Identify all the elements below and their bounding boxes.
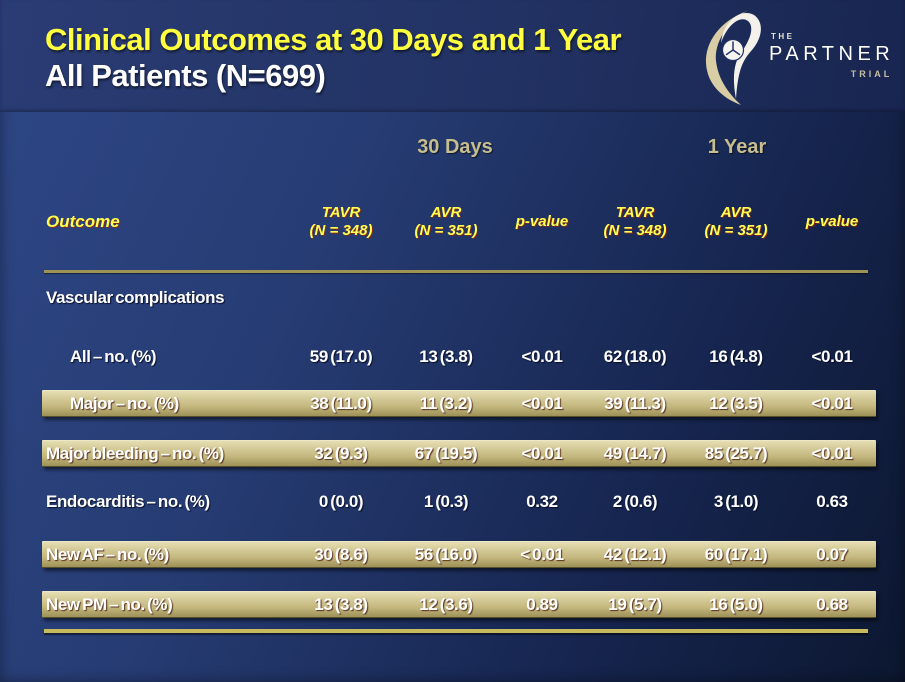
header-divider-line — [44, 270, 868, 273]
logo-trial: TRIAL — [850, 69, 893, 79]
table-cell: 67 (19.5) — [414, 443, 478, 463]
row-label: New PM – no. (%) — [46, 594, 173, 614]
table-cell: 0.63 — [816, 491, 848, 511]
table-cell: 39 (11.3) — [604, 393, 666, 413]
row-label: Endocarditis – no. (%) — [46, 491, 210, 511]
table-cell: 2 (0.6) — [612, 491, 658, 511]
column-header-tavr-30d: TAVR (N = 348) — [309, 204, 373, 239]
table-cell: 19 (5.7) — [608, 594, 662, 614]
group-header-30-days: 30 Days — [417, 136, 493, 158]
table-cell: 0.68 — [816, 594, 848, 614]
column-header-outcome: Outcome — [46, 212, 120, 231]
partner-heart-icon — [705, 11, 761, 105]
table-cell: 59 (17.0) — [309, 346, 373, 366]
table-cell: 32 (9.3) — [314, 443, 368, 463]
table-row: All – no. (%) 59 (17.0) 13 (3.8) <0.01 62 (… — [42, 344, 876, 369]
table-cell: 56 (16.0) — [414, 544, 478, 564]
table-cell: 11 (3.2) — [419, 393, 473, 413]
group-header-1-year: 1 Year — [707, 136, 767, 158]
table-cell: 0.32 — [526, 491, 558, 511]
table-cell: 16 (5.0) — [709, 594, 763, 614]
column-header-p-value-30d: p-value — [515, 213, 569, 230]
table-cell: 3 (1.0) — [713, 491, 759, 511]
column-header-p-value-1yr: p-value — [805, 213, 859, 230]
logo-name: PARTNER — [769, 43, 895, 65]
table-bottom-line — [44, 629, 868, 633]
table-cell: 12 (3.6) — [419, 594, 473, 614]
logo-text: THE PARTNER TRIAL — [769, 6, 894, 79]
table-cell: <0.01 — [521, 393, 563, 413]
table-cell: 60 (17.1) — [704, 544, 768, 564]
column-header-row: Outcome TAVR (N = 348) AVR (N = 351) p-value T… — [42, 196, 876, 248]
row-label: Vascular complications — [46, 287, 225, 307]
table-cell: 0.89 — [526, 594, 558, 614]
table-row: Vascular complications — [42, 285, 876, 310]
table-cell: 42 (12.1) — [603, 544, 667, 564]
slide-subtitle: All Patients (N=699) — [45, 58, 326, 93]
table-cell: < 0.01 — [520, 544, 564, 564]
table-row: Major bleeding – no. (%) 32 (9.3) 67 (19.… — [42, 440, 876, 467]
slide-title: Clinical Outcomes at 30 Days and 1 Year — [45, 22, 622, 57]
table-cell: 49 (14.7) — [603, 443, 667, 463]
table-row: New AF – no. (%) 30 (8.6) 56 (16.0) < 0.01… — [42, 541, 876, 568]
column-header-tavr-1yr: TAVR (N = 348) — [603, 204, 667, 239]
table-cell: <0.01 — [811, 443, 853, 463]
row-label: Major bleeding – no. (%) — [46, 443, 224, 463]
row-label: Major – no. (%) — [70, 393, 179, 413]
title-band: Clinical Outcomes at 30 Days and 1 Year … — [0, 0, 905, 112]
table-cell: <0.01 — [521, 443, 563, 463]
title-block: Clinical Outcomes at 30 Days and 1 Year … — [45, 22, 622, 94]
valve-glyph-icon — [725, 41, 741, 56]
logo-the: THE — [771, 32, 795, 41]
table-cell: 12 (3.5) — [709, 393, 763, 413]
table-cell: 0.07 — [816, 544, 848, 564]
column-header-avr-1yr: AVR (N = 351) — [704, 204, 768, 239]
table-cell: 30 (8.6) — [314, 544, 368, 564]
table-row: Major – no. (%) 38 (11.0) 11 (3.2) <0.01 39… — [42, 390, 876, 417]
table-row: New PM – no. (%) 13 (3.8) 12 (3.6) 0.89 19 … — [42, 591, 876, 618]
table-cell: <0.01 — [811, 393, 853, 413]
partner-trial-logo: THE PARTNER TRIAL — [693, 6, 890, 108]
table-cell: 16 (4.8) — [709, 346, 763, 366]
table-cell: 13 (3.8) — [314, 594, 368, 614]
table-cell: 85 (25.7) — [704, 443, 768, 463]
row-label: New AF – no. (%) — [46, 544, 169, 564]
table-area: 30 Days 1 Year Outcome TAVR (N = 348) AVR (N… — [0, 112, 905, 682]
table-cell: 62 (18.0) — [603, 346, 667, 366]
table-cell: 38 (11.0) — [310, 393, 372, 413]
table-row: Endocarditis – no. (%) 0 (0.0) 1 (0.3) 0.3… — [42, 489, 876, 514]
table-rows: Vascular complications All – no. (%) 59 … — [42, 112, 876, 682]
table-cell: 0 (0.0) — [318, 491, 364, 511]
table-cell: 13 (3.8) — [419, 346, 473, 366]
table-cell: <0.01 — [521, 346, 563, 366]
table-cell: 1 (0.3) — [423, 491, 469, 511]
row-label: All – no. (%) — [70, 346, 157, 366]
table-cell: <0.01 — [811, 346, 853, 366]
column-header-avr-30d: AVR (N = 351) — [414, 204, 478, 239]
